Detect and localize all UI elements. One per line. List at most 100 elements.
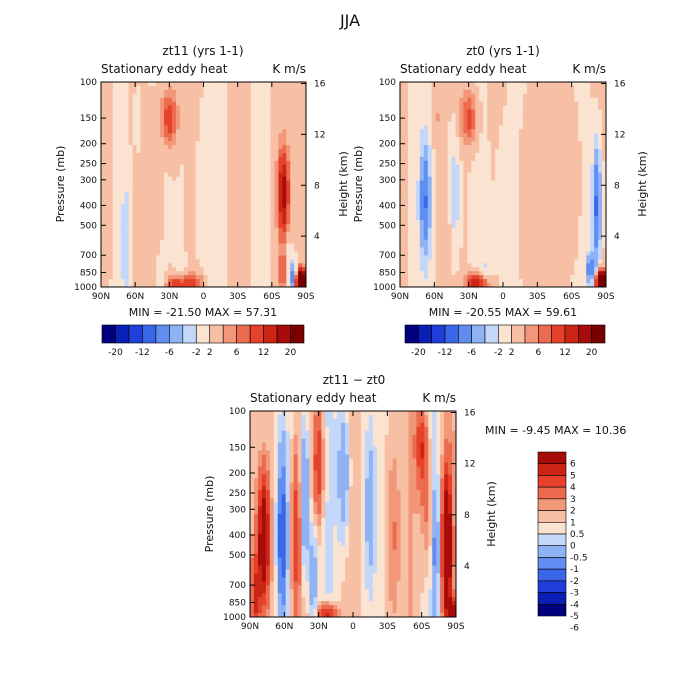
heatmap-cell: [227, 156, 232, 162]
heatmap-cell: [164, 212, 169, 217]
heatmap-cell: [475, 105, 480, 111]
heatmap-cell: [140, 160, 145, 166]
heatmap-cell: [298, 239, 303, 245]
heatmap-cell: [160, 255, 165, 260]
heatmap-cell: [403, 216, 409, 221]
heatmap-cell: [286, 109, 291, 115]
heatmap-cell: [582, 137, 587, 142]
heatmap-cell: [302, 271, 307, 276]
heatmap-cell: [203, 149, 208, 154]
heatmap-cell: [211, 259, 216, 264]
heatmap-cell: [534, 133, 540, 138]
panel-title: zt11 (yrs 1-1): [162, 44, 243, 58]
heatmap-cell: [132, 176, 137, 182]
heatmap-cell: [302, 216, 307, 221]
heatmap-cell: [514, 109, 520, 115]
heatmap-cell: [423, 239, 429, 245]
heatmap-cell: [578, 227, 583, 233]
heatmap-cell: [570, 204, 575, 209]
heatmap-cell: [415, 82, 421, 87]
heatmap-cell: [270, 180, 275, 185]
heatmap-cell: [411, 200, 417, 205]
heatmap-cell: [451, 152, 456, 158]
heatmap-cell: [254, 192, 260, 197]
heatmap-cell: [120, 113, 126, 118]
heatmap-cell: [550, 219, 555, 225]
heatmap-cell: [415, 141, 421, 146]
heatmap-cell: [475, 243, 480, 249]
heatmap-cell: [231, 239, 236, 245]
heatmap-cell: [594, 184, 599, 189]
heatmap-cell: [411, 231, 417, 237]
heatmap-cell: [262, 227, 268, 233]
heatmap-cell: [503, 219, 508, 225]
heatmap-cell: [471, 164, 476, 170]
heatmap-cell: [199, 82, 204, 87]
heatmap-cell: [558, 172, 563, 178]
heatmap-cell: [203, 156, 208, 162]
heatmap-cell: [219, 180, 224, 185]
heatmap-cell: [101, 259, 106, 264]
heatmap-cell: [144, 204, 149, 209]
heatmap-cell: [451, 145, 456, 150]
heatmap-cell: [238, 235, 244, 241]
heatmap-cell: [510, 149, 516, 154]
heatmap-cell: [191, 101, 197, 107]
heatmap-cell: [590, 227, 595, 233]
heatmap-cell: [120, 208, 126, 213]
heatmap-cell: [566, 227, 571, 233]
heatmap-cell: [439, 105, 445, 111]
heatmap-cell: [443, 121, 449, 126]
heatmap-cell: [211, 160, 216, 166]
heatmap-cell: [459, 184, 464, 189]
heatmap-cell: [278, 216, 283, 221]
heatmap-cell: [403, 141, 409, 146]
heatmap-cell: [211, 208, 216, 213]
heatmap-cell: [160, 235, 165, 241]
heatmap-cell: [168, 141, 173, 146]
heatmap-cell: [286, 125, 291, 130]
heatmap-cell: [435, 176, 441, 182]
heatmap-cell: [120, 125, 126, 130]
heatmap-cell: [290, 152, 295, 158]
heatmap-cell: [550, 97, 555, 103]
heatmap-cell: [128, 231, 134, 237]
heatmap-cell: [538, 239, 544, 245]
heatmap-cell: [156, 216, 161, 221]
heatmap-cell: [298, 101, 303, 107]
heatmap-cell: [407, 239, 413, 245]
heatmap-cell: [231, 231, 236, 237]
heatmap-cell: [439, 109, 445, 115]
heatmap-cell: [274, 105, 279, 111]
heatmap-cell: [160, 93, 165, 99]
heatmap-cell: [171, 137, 177, 142]
heatmap-cell: [136, 85, 141, 91]
heatmap-cell: [407, 208, 413, 213]
heatmap-cell: [282, 164, 287, 170]
heatmap-cell: [286, 192, 291, 197]
heatmap-cell: [250, 82, 256, 87]
heatmap-cell: [235, 105, 240, 111]
heatmap-cell: [435, 216, 441, 221]
heatmap-cell: [471, 141, 476, 146]
heatmap-cell: [262, 263, 268, 268]
heatmap-cell: [274, 129, 279, 134]
heatmap-cell: [160, 137, 165, 142]
heatmap-cell: [400, 89, 405, 95]
heatmap-cell: [278, 271, 283, 276]
heatmap-cell: [298, 247, 303, 253]
heatmap-cell: [554, 204, 559, 209]
heatmap-cell: [266, 219, 272, 225]
heatmap-cell: [187, 216, 193, 221]
heatmap-cell: [534, 156, 540, 162]
heatmap-cell: [294, 176, 299, 182]
heatmap-cell: [250, 164, 256, 170]
heatmap-cell: [435, 200, 441, 205]
heatmap-cell: [455, 105, 460, 111]
heatmap-cell: [475, 196, 480, 201]
heatmap-cell: [290, 227, 295, 233]
heatmap-cell: [152, 129, 157, 134]
heatmap-cell: [411, 105, 417, 111]
heatmap-cell: [136, 188, 141, 193]
heatmap-cell: [136, 93, 141, 99]
